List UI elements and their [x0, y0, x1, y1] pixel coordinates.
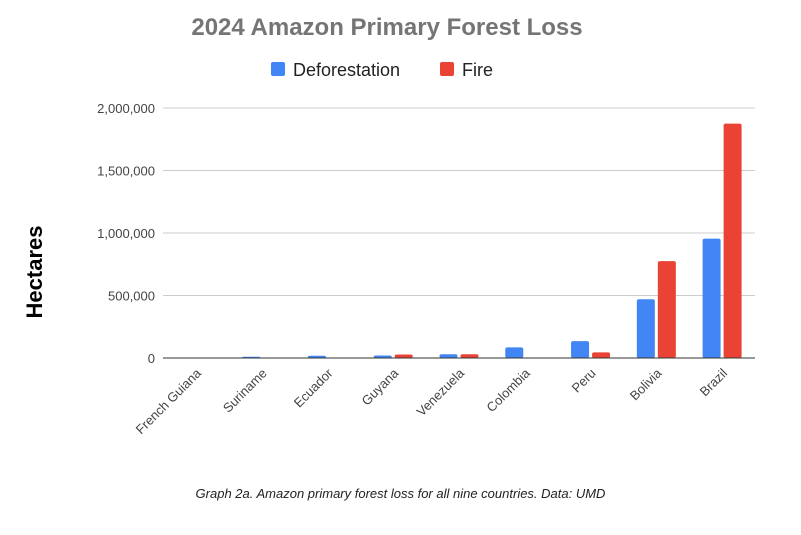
y-tick-label: 2,000,000	[97, 101, 155, 116]
bar-fire-bolivia	[657, 261, 676, 358]
x-tick-label-guyana: Guyana	[359, 365, 402, 408]
bar-fire-venezuela	[460, 354, 479, 358]
bar-fire-guyana	[394, 354, 413, 358]
legend-label-deforestation: Deforestation	[293, 60, 400, 80]
bar-deforestation-venezuela	[439, 354, 458, 358]
bar-fire-brazil	[723, 123, 742, 358]
bars	[176, 123, 742, 358]
y-tick-label: 1,000,000	[97, 226, 155, 241]
bar-deforestation-peru	[571, 341, 590, 358]
bar-deforestation-ecuador	[307, 355, 326, 358]
x-tick-label-french-guiana: French Guiana	[133, 365, 205, 437]
x-tick-label-ecuador: Ecuador	[291, 365, 336, 410]
legend-swatch-deforestation	[271, 62, 285, 76]
x-tick-label-colombia: Colombia	[483, 365, 533, 415]
legend-swatch-fire	[440, 62, 454, 76]
y-tick-labels: 0 500,000 1,000,000 1,500,000 2,000,000	[97, 101, 155, 366]
bar-deforestation-guyana	[373, 355, 392, 358]
chart-caption: Graph 2a. Amazon primary forest loss for…	[195, 486, 606, 501]
y-tick-label: 1,500,000	[97, 164, 155, 179]
legend-label-fire: Fire	[462, 60, 493, 80]
x-tick-label-brazil: Brazil	[697, 365, 731, 399]
bar-deforestation-brazil	[702, 238, 721, 358]
gridlines	[163, 107, 755, 296]
x-tick-label-bolivia: Bolivia	[627, 365, 665, 403]
x-tick-label-peru: Peru	[569, 366, 599, 396]
bar-deforestation-bolivia	[636, 299, 655, 358]
y-tick-label: 500,000	[108, 289, 155, 304]
y-axis-label: Hectares	[22, 226, 47, 319]
y-tick-label: 0	[148, 351, 155, 366]
bar-deforestation-colombia	[505, 347, 524, 358]
bar-fire-peru	[592, 352, 611, 358]
x-tick-label-suriname: Suriname	[220, 366, 270, 416]
chart-title: 2024 Amazon Primary Forest Loss	[191, 14, 582, 41]
legend: Deforestation Fire	[271, 60, 493, 80]
x-tick-label-venezuela: Venezuela	[414, 365, 468, 419]
x-tick-labels: French Guiana Suriname Ecuador Guyana Venezu…	[133, 365, 731, 437]
